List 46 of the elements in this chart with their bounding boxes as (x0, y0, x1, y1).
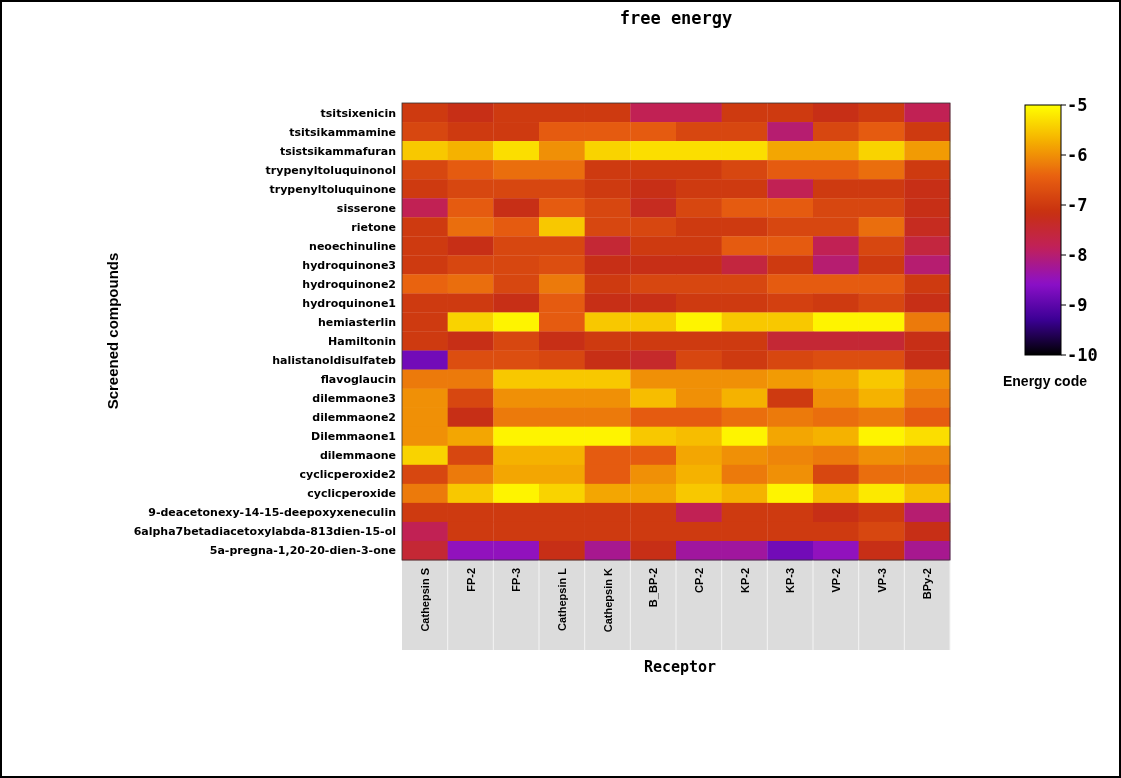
y-axis-title: Screened compounds (104, 252, 121, 410)
color-bar-label: -7 (1067, 195, 1088, 215)
x-tick-label: VP-2 (829, 568, 842, 593)
y-tick-label: dilemmaone3 (312, 392, 396, 406)
y-tick-label: tsitsikammamine (289, 125, 396, 139)
x-tick-label: KP-3 (784, 568, 797, 594)
y-tick-label: 9-deacetonexy-14-15-deepoxyxeneculin (148, 506, 396, 520)
x-tick-label: FP-3 (510, 568, 523, 592)
x-axis-title: Receptor (643, 658, 717, 676)
y-tick-label: cyclicperoxide (307, 487, 396, 501)
x-tick-label: Cathepsin L (555, 567, 568, 631)
color-bar-title: Energy code (1002, 373, 1088, 389)
color-bar-label: -9 (1067, 295, 1088, 315)
y-tick-label: neoechinuline (309, 239, 396, 253)
x-tick-label: VP-3 (875, 568, 888, 593)
y-tick-label: rietone (351, 220, 396, 234)
x-tick-label: FP-2 (464, 568, 477, 592)
y-tick-label: Hamiltonin (328, 335, 396, 349)
y-tick-label: dilemmaone2 (312, 411, 396, 425)
x-tick-label: Cathepsin S (418, 568, 431, 632)
color-bar-label: -5 (1067, 95, 1088, 115)
y-tick-label: trypenyltoluquinonol (265, 163, 396, 177)
y-tick-label: cyclicperoxide2 (299, 468, 396, 482)
color-bar-label: -8 (1067, 245, 1088, 265)
chart-title: free energy (619, 8, 733, 28)
y-tick-label: 5a-pregna-1,20-20-dien-3-one (209, 544, 396, 558)
x-tick-label: B_BP-2 (647, 568, 660, 608)
x-tick-label: KP-2 (738, 568, 751, 594)
x-tick-label: BPy-2 (921, 568, 934, 600)
y-tick-label: 6alpha7betadiacetoxylabda-813dien-15-ol (133, 525, 396, 539)
y-tick-label: trypenyltoluquinone (269, 182, 396, 196)
y-tick-label: tsitsixenicin (320, 106, 396, 120)
y-tick-label: sisserone (336, 201, 396, 215)
color-bar-label: -6 (1067, 145, 1088, 165)
color-bar-label: -10 (1067, 345, 1098, 365)
x-tick-label: Cathepsin K (601, 567, 614, 633)
y-tick-label: hydroquinone2 (302, 277, 396, 291)
y-tick-label: flavoglaucin (320, 373, 396, 387)
y-tick-label: hydroquinone3 (302, 258, 396, 272)
y-tick-label: dilemmaone (319, 449, 396, 463)
y-tick-label: hemiasterlin (317, 315, 396, 329)
y-tick-label: Dilemmaone1 (311, 430, 396, 444)
y-tick-label: halistanoldisulfateb (272, 354, 397, 368)
x-tick-label: CP-2 (692, 568, 705, 594)
y-tick-label: hydroquinone1 (302, 296, 396, 310)
y-tick-label: tsistsikammafuran (279, 144, 396, 158)
